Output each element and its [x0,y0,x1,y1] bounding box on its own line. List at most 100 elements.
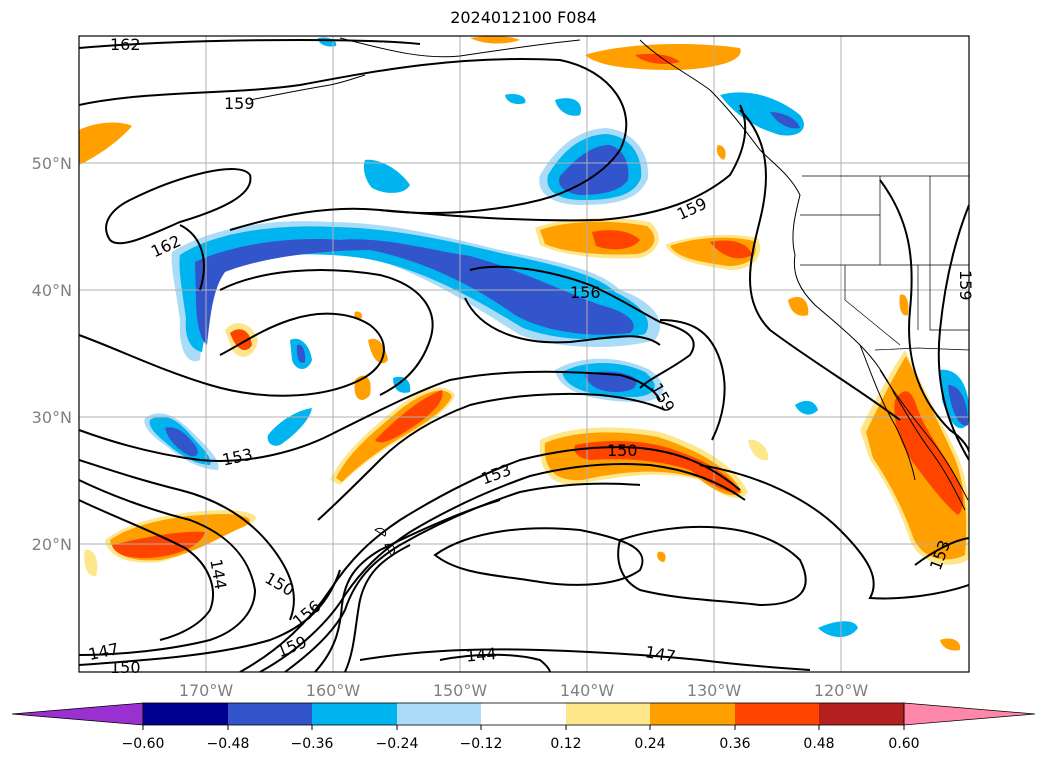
contour-147-south [359,648,811,671]
political-borders [800,175,969,351]
colorbar-segment [228,703,312,725]
warm-blob-west-edge [79,122,132,165]
warm-blob-small-3 [657,551,666,562]
contour-label: 150 [110,658,141,677]
contour-label: 144 [465,644,497,666]
state-border-6 [929,176,969,331]
colorbar-tick-label: 0.36 [719,736,750,752]
gulf-california-east [879,369,969,501]
lon-label-170w: 170°W [179,681,234,700]
warm-blob-alaska-coast-core [635,53,680,64]
warm-band-west-subtropic-core [112,531,205,559]
positive-anomaly-regions [79,36,969,651]
lon-label-140w: 140°W [560,681,615,700]
colorbar-tick-label: −0.60 [122,736,165,752]
colorbar-segment [819,703,904,725]
contour-jet-1 [239,446,741,672]
colorbar-outline [142,702,905,726]
warm-band-diagonal-central-core [375,390,443,443]
lat-label-30n: 30°N [32,408,72,427]
warm-blob-small-6 [788,296,809,316]
graticule [79,36,969,672]
state-border-4 [844,265,901,346]
lon-label-160w: 160°W [306,681,361,700]
contour-162-north [79,38,421,49]
blue-blob-tiny-north [505,93,526,105]
lon-label-150w: 150°W [433,681,488,700]
warm-band-southeast-central-core [574,440,740,493]
colorbar-extension-high [903,702,1036,726]
contour-159-east [379,104,747,222]
contour-147-west [79,479,257,656]
coastlines [249,37,969,557]
colorbar-segment [397,703,481,725]
map-title: 2024012100 F084 [450,8,597,27]
blue-band-core [195,239,634,345]
contour-label: 159 [956,270,975,301]
height-contours [79,38,969,672]
blue-blob-gulf-alaska [363,159,410,193]
blue-blob-coast-east-core [948,385,968,426]
contour-150-west [79,459,295,621]
contour-150-south [79,569,341,666]
lat-label-50n: 50°N [32,154,72,173]
contour-jet-5 [344,544,411,672]
contour-jet-6 [317,392,666,521]
colorbar-tick-label: 0.12 [550,736,581,752]
contour-153-east-coast [937,204,969,461]
blue-blob-west-subtropic-core [165,427,198,457]
contour-153-coast-south [914,537,969,566]
contour-label: 150 [607,441,638,460]
colorbar-segment [735,703,819,725]
contour-label: 156 [570,283,601,302]
colorbar-tick-label: 0.60 [888,736,919,752]
blue-blob-mid-west-core [296,344,306,363]
lon-label-130w: 130°W [687,681,742,700]
contour-156-west-loop [219,269,434,396]
colorbar-segment [566,703,650,725]
contour-159-central [464,297,661,346]
lon-label-120w: 120°W [814,681,869,700]
warm-blob-small-5 [940,638,961,651]
colorbar-segment [650,703,735,725]
island-hawaii-1 [374,527,387,537]
warm-blob-north-edge [470,36,520,44]
colorbar-segment [312,703,397,725]
warm-blob-small-7 [899,294,909,316]
colorbar-ticks [142,725,905,730]
colorbar-segment [481,703,566,725]
baja-peninsula [859,344,916,481]
contour-label: 162 [110,35,141,54]
contour-162-west-arm [179,224,205,291]
alaska-coast [339,37,581,58]
colorbar-tick-label: −0.48 [207,736,250,752]
warm-blob-east-central-core [710,240,752,259]
contour-144-west [79,499,214,641]
contour-162-loop [105,168,252,245]
longitude-labels: 170°W 160°W 150°W 140°W 130°W 120°W [179,681,869,700]
contour-156-east [659,319,726,441]
map-area [79,36,969,672]
blue-blob-bc-coast-core [770,112,800,129]
contour-147-inner [433,527,644,586]
colorbar-tick-label: 0.24 [634,736,665,752]
colorbar-tick-label: −0.12 [460,736,503,752]
contour-jet-3 [284,482,641,672]
contour-jet-4 [314,499,501,672]
north-america-west-coast [639,39,966,511]
warm-blob-small-8 [748,439,769,461]
contour-labels: 162 159 162 159 156 159 159 153 153 150 … [87,35,975,677]
colorbar-tick-label: −0.24 [376,736,419,752]
lat-label-40n: 40°N [32,281,72,300]
blue-blob-near-coast [795,400,818,415]
warm-blob-north-central-core [592,230,640,250]
colorbar: −0.60 −0.48 −0.36 −0.24 −0.12 0.12 0.24 … [11,702,1036,752]
blue-blob-north-small [555,98,581,116]
contour-153-west [79,370,661,462]
blue-blob-small-south [393,376,411,393]
contour-150-inner [617,525,807,607]
negative-anomaly-regions [144,37,969,637]
map-border [78,35,970,673]
us-mexico-border [874,347,969,351]
